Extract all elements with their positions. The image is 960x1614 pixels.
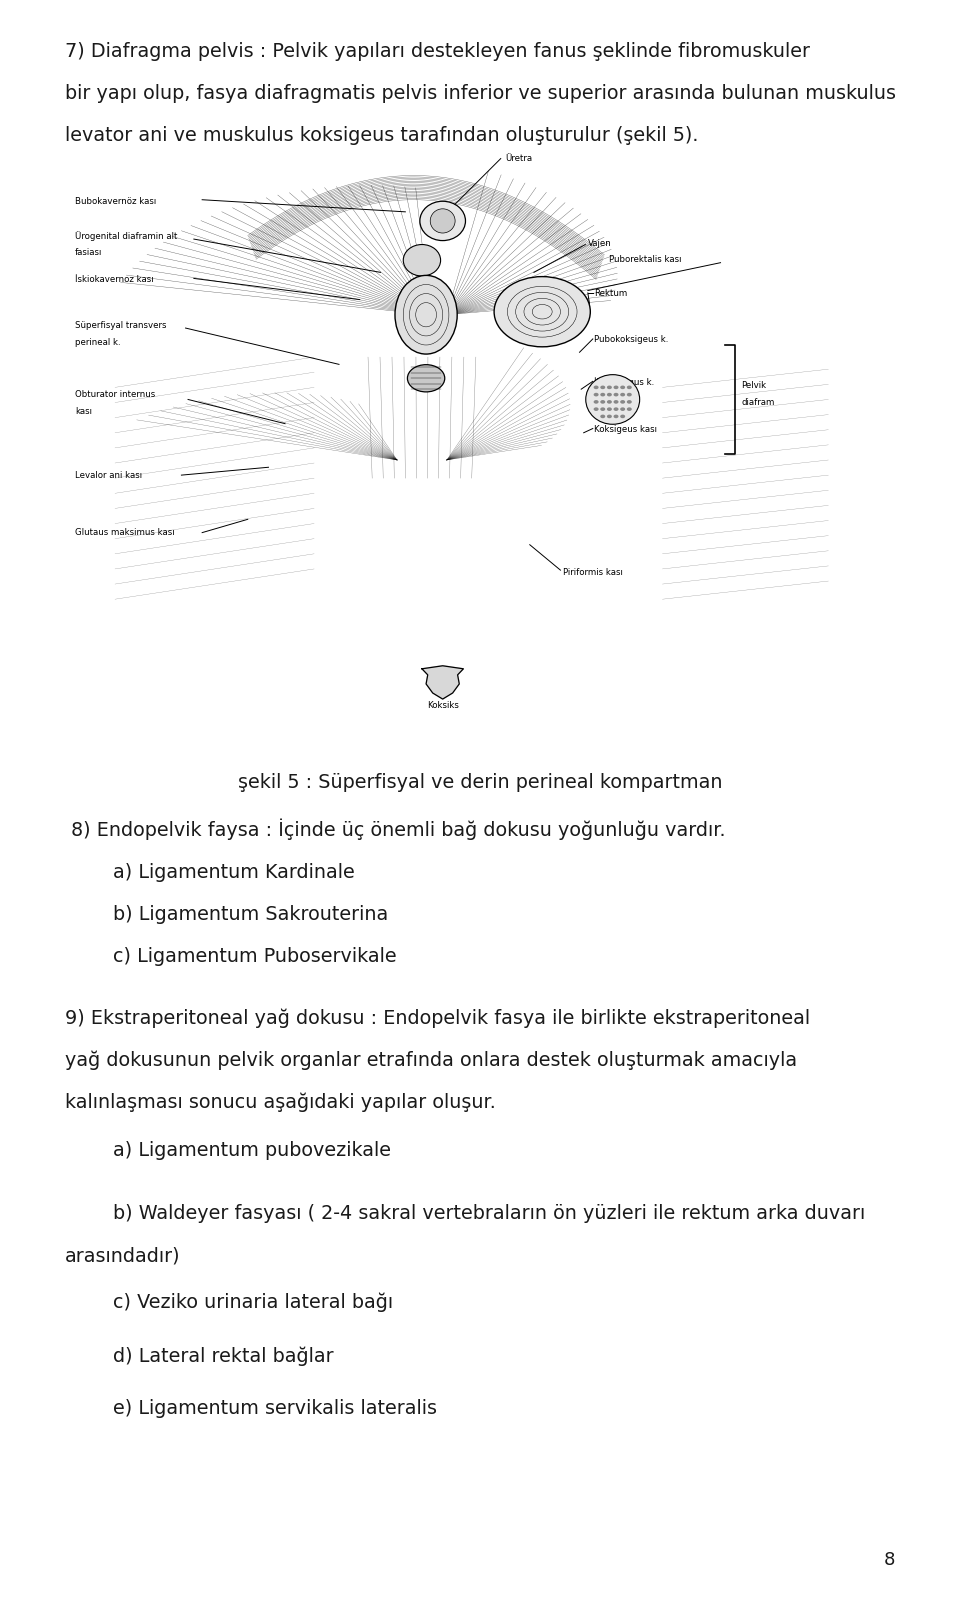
Text: yağ dokusunun pelvik organlar etrafında onlara destek oluşturmak amacıyla: yağ dokusunun pelvik organlar etrafında … [65,1051,798,1070]
Circle shape [613,400,618,404]
Circle shape [627,400,632,404]
Text: 8) Endopelvik faysa : İçinde üç önemli bağ dokusu yoğunluğu vardır.: 8) Endopelvik faysa : İçinde üç önemli b… [65,818,726,839]
Circle shape [600,400,605,404]
Text: 9) Ekstraperitoneal yağ dokusu : Endopelvik fasya ile birlikte ekstraperitoneal: 9) Ekstraperitoneal yağ dokusu : Endopel… [65,1009,810,1028]
Text: d) Lateral rektal bağlar: d) Lateral rektal bağlar [113,1346,334,1365]
Circle shape [620,415,625,418]
Circle shape [593,407,599,412]
Text: Koksiks: Koksiks [427,700,459,710]
Text: Rektum: Rektum [594,289,628,299]
Circle shape [613,386,618,389]
Text: c) Veziko urinaria lateral bağı: c) Veziko urinaria lateral bağı [113,1293,394,1312]
Text: c) Ligamentum Puboservikale: c) Ligamentum Puboservikale [113,947,396,967]
Circle shape [613,415,618,418]
Text: b) Waldeyer fasyası ( 2-4 sakral vertebraların ön yüzleri ile rektum arka duvarı: b) Waldeyer fasyası ( 2-4 sakral vertebr… [113,1204,866,1223]
Text: arasındadır): arasındadır) [65,1246,180,1265]
Text: İliokoksigus k.: İliokoksigus k. [594,378,655,387]
Circle shape [620,392,625,397]
Text: Ürogenital diaframin alt: Ürogenital diaframin alt [75,231,178,240]
Text: Pubokoksigeus k.: Pubokoksigeus k. [594,336,669,344]
Circle shape [607,400,612,404]
Text: perineal k.: perineal k. [75,337,121,347]
Circle shape [593,386,599,389]
Circle shape [613,407,618,412]
Circle shape [494,276,590,347]
Ellipse shape [430,208,455,232]
Circle shape [620,407,625,412]
Ellipse shape [403,244,441,276]
Circle shape [600,386,605,389]
Text: Üretra: Üretra [505,155,532,163]
Text: kalınlaşması sonucu aşağıdaki yapılar oluşur.: kalınlaşması sonucu aşağıdaki yapılar ol… [65,1093,496,1112]
Text: fasiası: fasiası [75,249,103,257]
Circle shape [600,392,605,397]
Text: Glutaus maksimus kası: Glutaus maksimus kası [75,528,175,537]
Text: Piriformis kası: Piriformis kası [563,568,623,576]
Circle shape [600,415,605,418]
Ellipse shape [420,202,466,240]
Text: bir yapı olup, fasya diafragmatis pelvis inferior ve superior arasında bulunan m: bir yapı olup, fasya diafragmatis pelvis… [65,84,897,103]
Circle shape [593,400,599,404]
Ellipse shape [586,374,639,424]
Circle shape [607,415,612,418]
Text: şekil 5 : Süperfisyal ve derin perineal kompartman: şekil 5 : Süperfisyal ve derin perineal … [238,773,722,792]
Circle shape [607,386,612,389]
Text: Obturator internus: Obturator internus [75,391,156,399]
Circle shape [627,386,632,389]
Circle shape [627,407,632,412]
Text: diafram: diafram [741,399,775,407]
Text: Süperfisyal transvers: Süperfisyal transvers [75,321,167,329]
Circle shape [607,407,612,412]
Text: Bubokavernöz kası: Bubokavernöz kası [75,197,156,205]
Ellipse shape [407,365,444,392]
Text: Puborektalis kası: Puborektalis kası [609,255,681,265]
Text: a) Ligamentum Kardinale: a) Ligamentum Kardinale [113,863,355,883]
Circle shape [620,386,625,389]
Circle shape [600,407,605,412]
Polygon shape [422,665,464,699]
Text: levator ani ve muskulus koksigeus tarafından oluşturulur (şekil 5).: levator ani ve muskulus koksigeus tarafı… [65,126,699,145]
Text: İskiokavernoz kası: İskiokavernoz kası [75,274,154,284]
Circle shape [613,392,618,397]
Text: Vajen: Vajen [588,239,612,249]
Text: Koksigeus kası: Koksigeus kası [594,424,658,434]
Text: b) Ligamentum Sakrouterina: b) Ligamentum Sakrouterina [113,905,389,925]
Text: Levalor ani kası: Levalor ani kası [75,471,142,479]
Text: 7) Diafragma pelvis : Pelvik yapıları destekleyen fanus şeklinde fibromuskuler: 7) Diafragma pelvis : Pelvik yapıları de… [65,42,810,61]
Text: a) Ligamentum pubovezikale: a) Ligamentum pubovezikale [113,1141,392,1160]
Circle shape [593,392,599,397]
Ellipse shape [395,276,457,353]
Text: kası: kası [75,407,92,416]
Text: Pelvik: Pelvik [741,381,766,391]
Circle shape [620,400,625,404]
Text: 8: 8 [883,1551,895,1569]
Circle shape [627,392,632,397]
Circle shape [607,392,612,397]
Text: e) Ligamentum servikalis lateralis: e) Ligamentum servikalis lateralis [113,1399,437,1419]
